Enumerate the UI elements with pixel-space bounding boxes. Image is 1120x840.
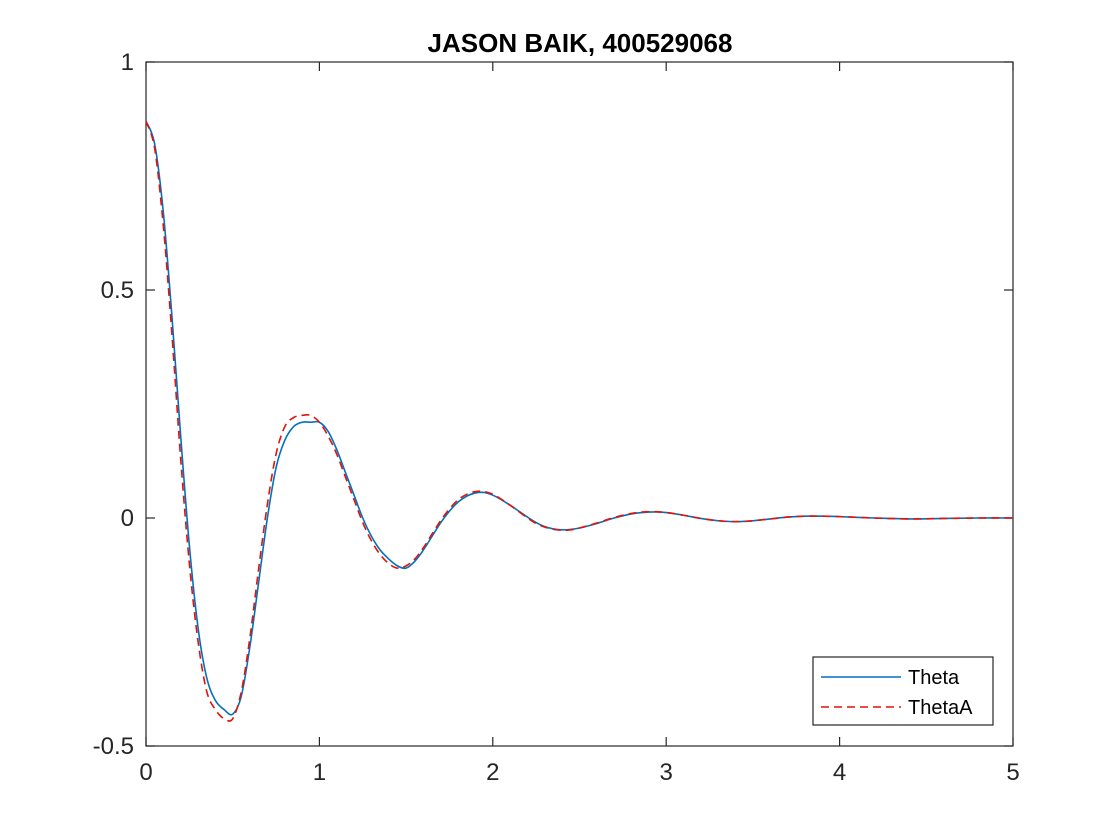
x-tick-label: 4 (833, 759, 846, 786)
y-tick-label: -0.5 (93, 733, 134, 760)
legend[interactable]: Theta ThetaA (812, 656, 994, 726)
y-tick-label: 0 (121, 505, 134, 532)
series-line-theta (145, 120, 1014, 716)
x-tick-label: 1 (313, 759, 326, 786)
series-layer (145, 120, 1014, 722)
x-tick-label: 0 (139, 759, 152, 786)
y-tick-label: 0.5 (101, 277, 134, 304)
legend-label-theta: Theta (908, 667, 960, 689)
legend-box (812, 656, 994, 726)
y-axis-ticks: -0.5 0 0.5 1 (93, 49, 1013, 760)
legend-label-thetaa: ThetaA (908, 697, 973, 719)
x-axis-ticks: 0 1 2 3 4 5 (139, 62, 1020, 786)
x-tick-label: 2 (486, 759, 499, 786)
y-tick-label: 1 (121, 49, 134, 76)
x-tick-label: 5 (1006, 759, 1019, 786)
chart-title: JASON BAIK, 400529068 (428, 28, 733, 58)
x-tick-label: 3 (660, 759, 673, 786)
axes-box (145, 61, 1014, 747)
